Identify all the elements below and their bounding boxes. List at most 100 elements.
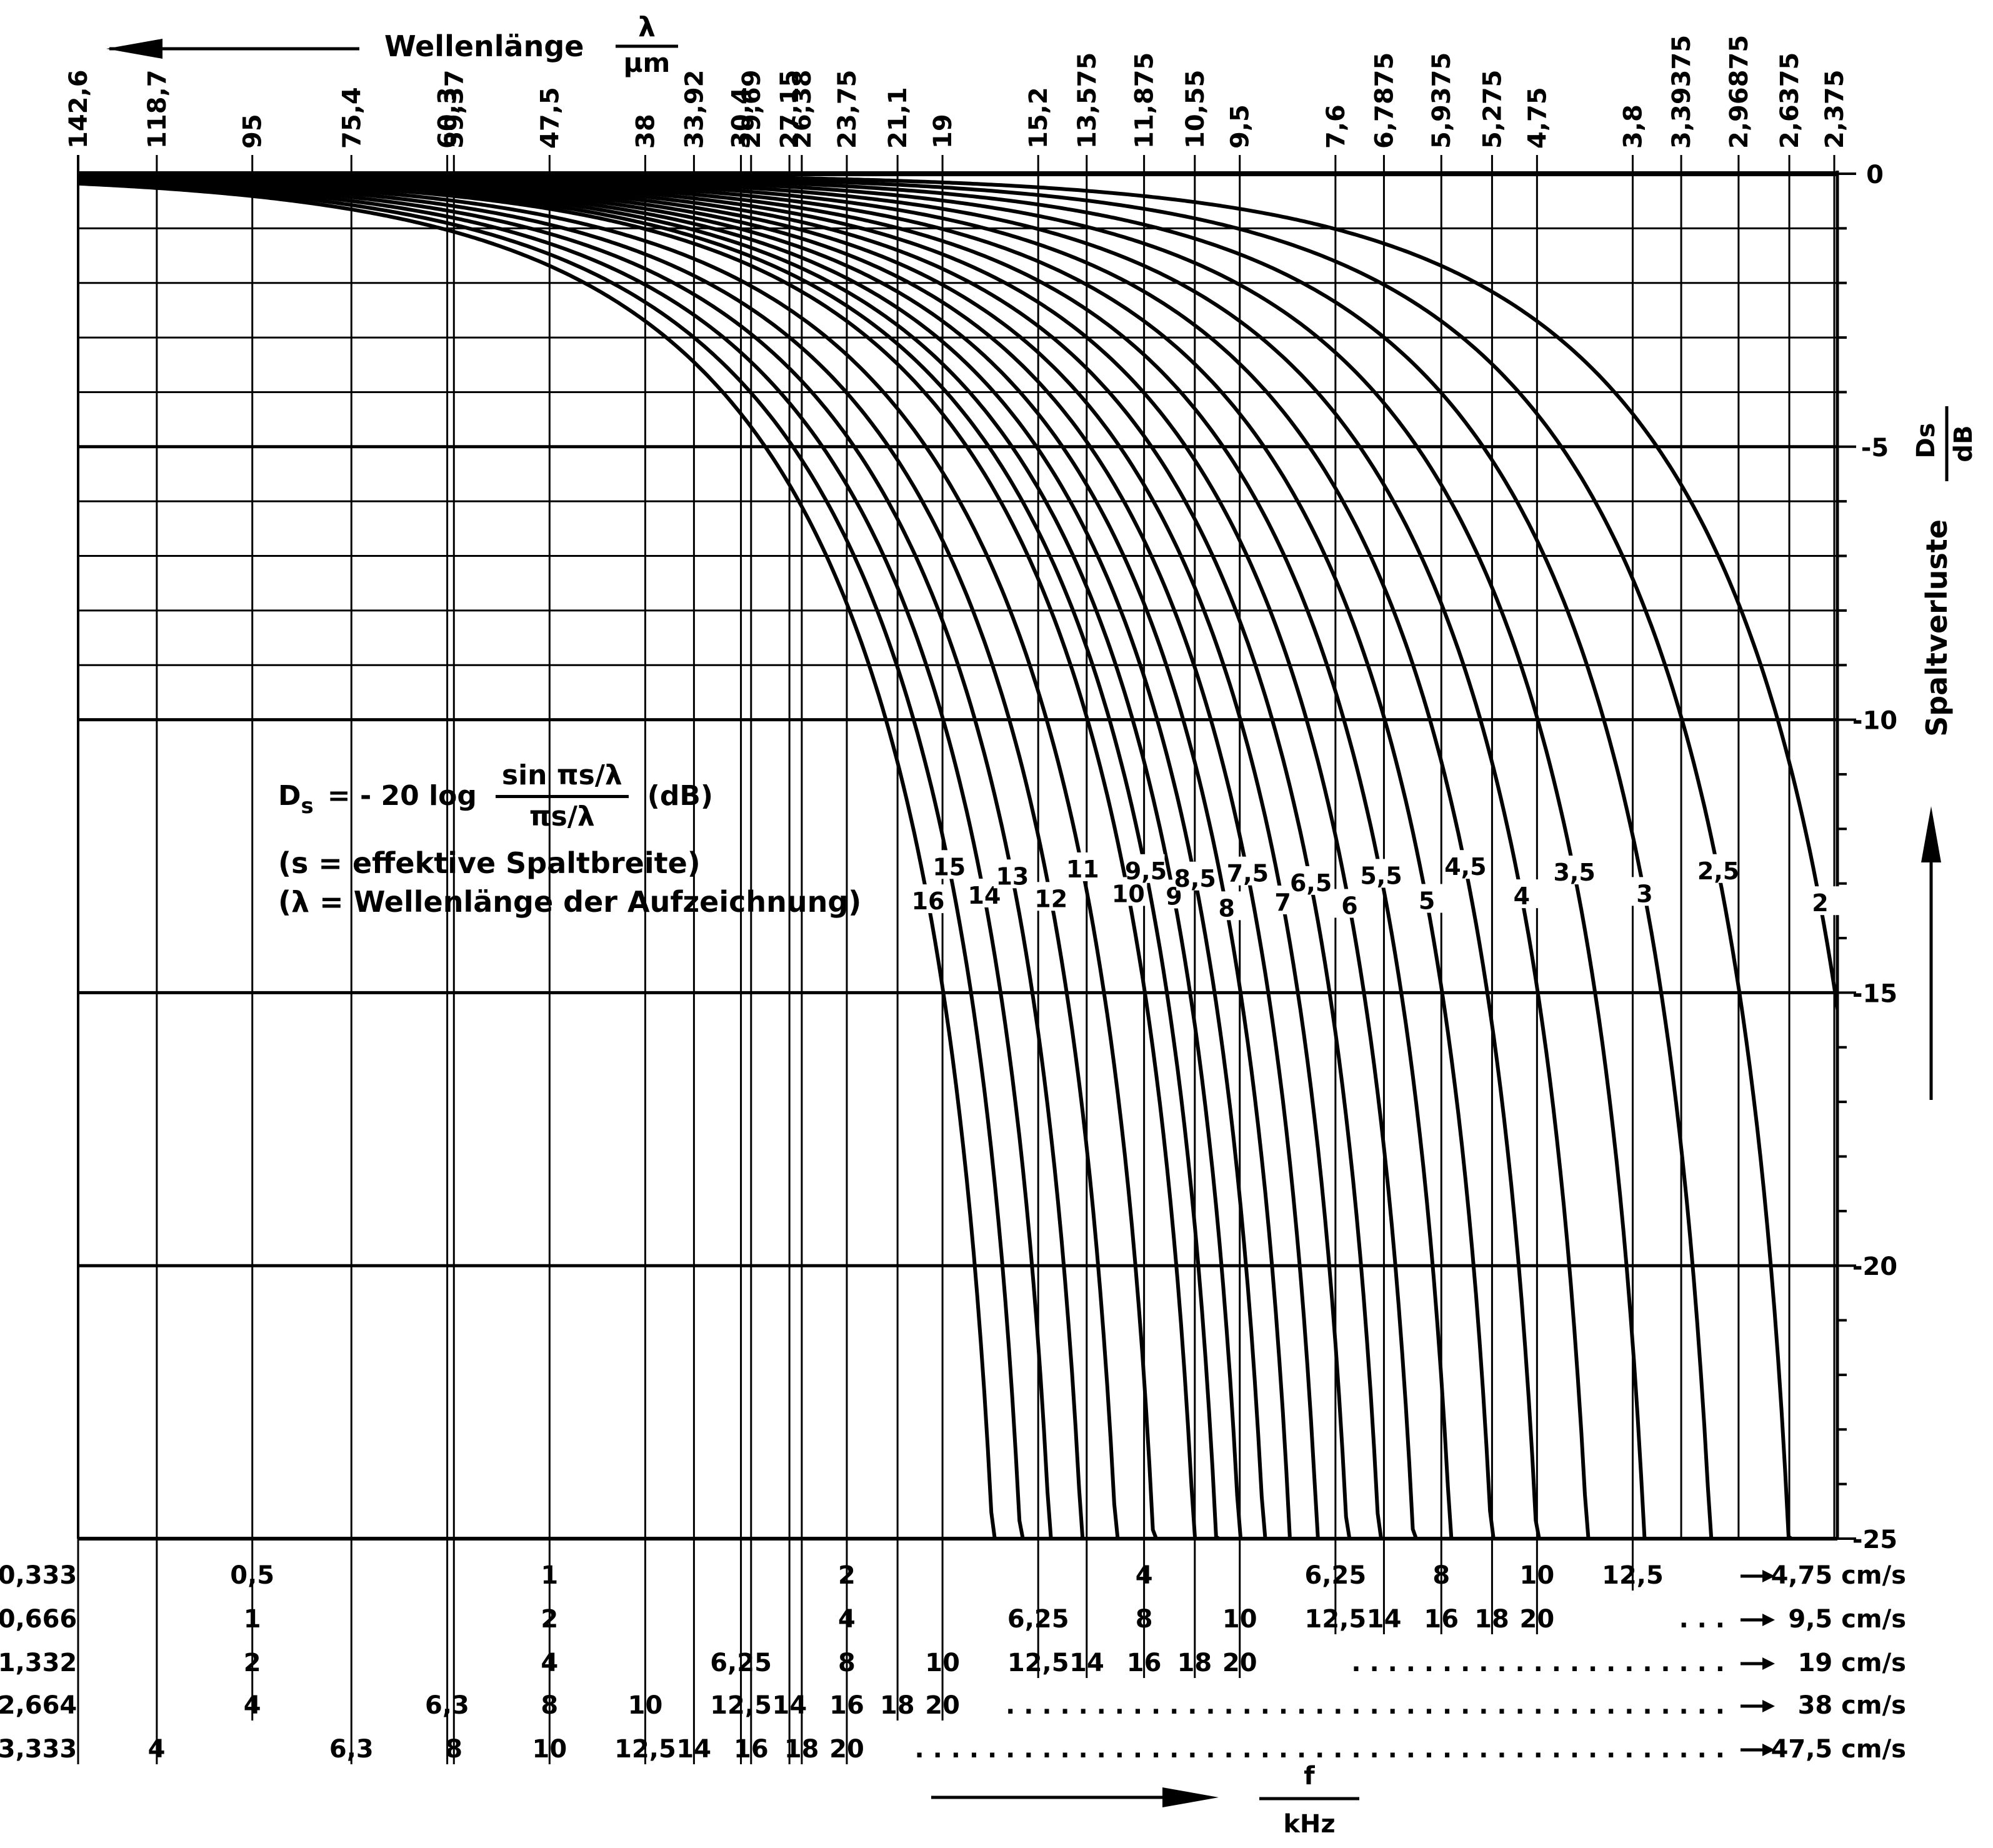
freq-tick-label: 18: [880, 1691, 915, 1720]
curve-label-bg: [1229, 856, 1267, 886]
formula-denominator: πs/λ: [529, 801, 595, 832]
freq-tick-label: 2: [244, 1649, 261, 1677]
freq-tick-label: 14: [1069, 1649, 1104, 1677]
freq-tick-label: 8: [541, 1691, 558, 1720]
formula-note-gap: (s = effektive Spaltbreite): [278, 846, 701, 880]
curve-series: [78, 176, 1159, 1539]
freq-row-start: 2,664: [0, 1691, 77, 1720]
top-tick-label: 60,3: [434, 87, 462, 149]
freq-tick-label: 6,25: [1007, 1605, 1069, 1634]
top-tick-label: 2,6375: [1776, 52, 1804, 149]
freq-tick-label: 14: [1367, 1605, 1402, 1634]
speed-arrowhead: [1762, 1700, 1775, 1712]
y-tick-label: 0: [1866, 161, 1884, 189]
top-tick-label: 13,575: [1073, 52, 1102, 149]
formula-note-wavelength: (λ = Wellenlänge der Aufzeichnung): [278, 885, 862, 919]
curve-label: 11: [1066, 856, 1099, 883]
freq-tick-label: 14: [772, 1691, 807, 1720]
formula-lhs-sub: s: [301, 793, 314, 819]
curve-label-bg: [909, 884, 947, 914]
grid: [78, 172, 1837, 1267]
curve-label: 2,5: [1697, 857, 1739, 885]
y-tick-label: -25: [1852, 1526, 1897, 1554]
curve-label-bg: [1626, 877, 1664, 906]
freq-tick-label: 12,5: [1007, 1649, 1069, 1677]
freq-tick-label: 18: [1474, 1605, 1509, 1634]
freq-tick-label: 4: [148, 1735, 166, 1764]
top-tick-label: 2,375: [1821, 69, 1849, 149]
curve-label-bg: [1207, 891, 1246, 921]
freq-tick-label: 16: [734, 1735, 769, 1764]
freq-row-speed: 19 cm/s: [1798, 1649, 1906, 1677]
freq-row-speed: 38 cm/s: [1798, 1691, 1906, 1720]
curve-label-bg: [1064, 852, 1102, 881]
curve-label: 7,5: [1227, 860, 1269, 887]
curve-label-bg: [1801, 886, 1839, 916]
freq-tick-label: 2: [838, 1561, 856, 1590]
curve-label-bg: [1502, 879, 1541, 909]
freq-row-start: 0,333: [0, 1561, 77, 1590]
curve-series: [78, 179, 1053, 1539]
freq-tick-label: 6,3: [425, 1691, 469, 1720]
curve-series: [78, 180, 1025, 1539]
freq-tick-label: 10: [925, 1649, 960, 1677]
freq-tick-label: 4: [244, 1691, 261, 1720]
freq-tick-label: 16: [1127, 1649, 1162, 1677]
y-tick-label: -10: [1852, 707, 1897, 736]
freq-tick-label: 20: [925, 1691, 960, 1720]
curve-label-bg: [1446, 850, 1484, 879]
freq-tick-label: 16: [829, 1691, 864, 1720]
top-tick-label: 5,9375: [1427, 52, 1456, 149]
freq-tick-label: 10: [1222, 1605, 1257, 1634]
freq-row-start: 0,666: [0, 1605, 77, 1634]
frequency-rows: 0,333 0,5 1 2 4 6,25 8 10 12,5 4,75 cm/s 0,666 1 2 4 6…: [0, 1561, 1906, 1764]
curve-label-bg: [1127, 854, 1165, 883]
top-axis-num: λ: [638, 11, 656, 43]
curve-label: 2: [1812, 889, 1828, 917]
top-tick-label: 7,6: [1322, 104, 1351, 149]
top-axis-title: Wellenlänge: [384, 29, 584, 63]
freq-tick-label: 8: [1136, 1605, 1153, 1634]
top-tick-label: 59,37: [440, 69, 469, 149]
freq-tick-label: 10: [628, 1691, 663, 1720]
freq-row-dots: . . . . . . . . . . . . . . . . . . . . …: [914, 1735, 1725, 1764]
speed-arrowhead: [1762, 1657, 1775, 1670]
top-tick-label: 142,6: [64, 69, 93, 149]
top-axis-den: µm: [624, 47, 671, 78]
top-tick-label: 38: [631, 114, 660, 149]
speed-arrowhead: [1762, 1570, 1775, 1582]
curve-label-bg: [1556, 856, 1594, 885]
top-axis-ticks: 142,6 118,7 95 75,4 60,359,37 47,5 38 33,92 30,4…: [64, 35, 1849, 149]
top-tick-label: 26,38: [788, 69, 817, 149]
freq-tick-label: 6,3: [329, 1735, 374, 1764]
curve-label: 13: [996, 862, 1029, 890]
curve-series: [78, 181, 997, 1539]
freq-tick-label: 12,5: [1305, 1605, 1367, 1634]
freq-tick-label: 10: [532, 1735, 567, 1764]
curve-labels: 161514131211109,598,587,576,565,554,543,…: [909, 850, 1839, 922]
curve-label: 4: [1514, 882, 1530, 910]
curve-label: 16: [912, 887, 945, 915]
freq-tick-label: 1: [541, 1561, 558, 1590]
top-tick-label: 75,4: [337, 87, 366, 149]
freq-tick-label: 20: [829, 1735, 864, 1764]
curve-label: 7: [1274, 889, 1291, 916]
freq-tick-label: 4: [838, 1605, 856, 1634]
freq-row-dots: . . . . . . . . . . . . . . . . . . . . …: [1351, 1649, 1725, 1677]
top-tick-label: 15,2: [1024, 87, 1053, 149]
freq-tick-label: 20: [1222, 1649, 1257, 1677]
curve-label: 4,5: [1444, 853, 1486, 881]
top-tick-label: 30,4: [727, 87, 756, 149]
top-tick-label: 4,75: [1523, 87, 1552, 149]
curve-label: 8: [1219, 894, 1235, 922]
curve-label-bg: [993, 859, 1031, 889]
freq-tick-label: 20: [1520, 1605, 1555, 1634]
curve-label-bg: [1699, 854, 1737, 883]
formula-unit: (dB): [647, 780, 713, 812]
freq-tick-label: 1: [244, 1605, 261, 1634]
curve-label-bg: [1362, 859, 1401, 888]
freq-tick-label: 8: [838, 1649, 856, 1677]
freq-tick-label: 12,5: [710, 1691, 772, 1720]
